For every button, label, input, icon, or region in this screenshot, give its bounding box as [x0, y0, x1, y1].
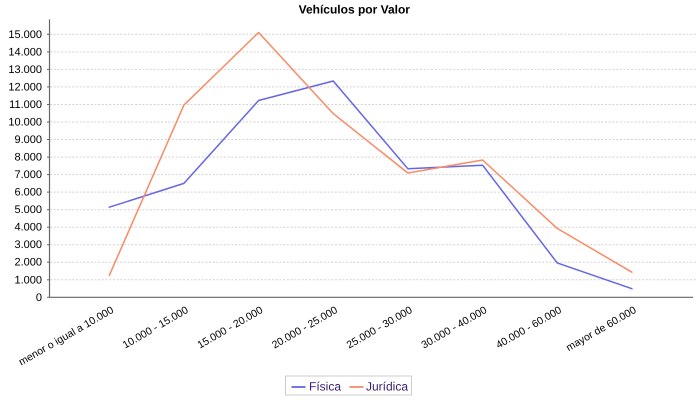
svg-text:0: 0 [36, 292, 42, 304]
svg-text:6.000: 6.000 [14, 187, 42, 199]
svg-text:9.000: 9.000 [14, 134, 42, 146]
svg-text:4.000: 4.000 [14, 222, 42, 234]
svg-text:8.000: 8.000 [14, 152, 42, 164]
svg-text:3.000: 3.000 [14, 239, 42, 251]
svg-text:Vehículos por Valor: Vehículos por Valor [299, 2, 411, 16]
svg-text:5.000: 5.000 [14, 204, 42, 216]
svg-text:1.000: 1.000 [14, 274, 42, 286]
svg-text:Física: Física [309, 380, 341, 394]
svg-text:11.000: 11.000 [9, 99, 42, 111]
svg-text:13.000: 13.000 [8, 64, 42, 76]
svg-text:2.000: 2.000 [14, 257, 42, 269]
svg-text:7.000: 7.000 [14, 169, 42, 181]
svg-text:14.000: 14.000 [8, 46, 42, 58]
svg-text:Jurídica: Jurídica [366, 380, 408, 394]
svg-text:15.000: 15.000 [8, 29, 42, 41]
svg-text:10.000: 10.000 [8, 117, 42, 129]
svg-text:12.000: 12.000 [8, 81, 42, 93]
